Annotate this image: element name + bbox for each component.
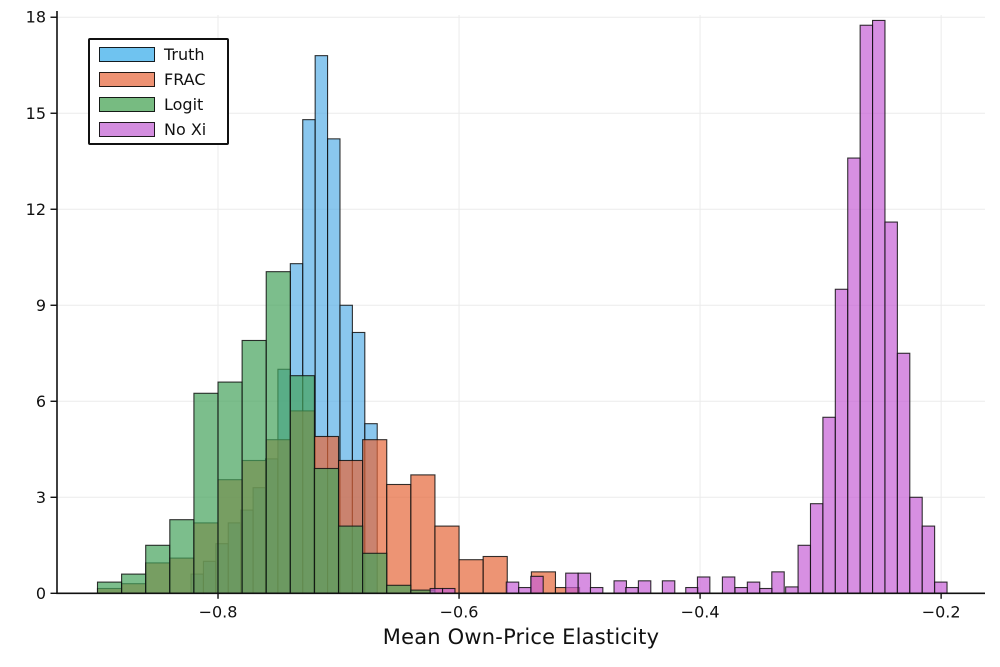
histogram-bar-logit (145, 544, 171, 594)
y-tick-label: 12 (26, 200, 46, 219)
legend-item-noxi: No Xi (99, 117, 227, 142)
histogram-bar-logit (217, 381, 243, 594)
histogram-bar-no-xi (909, 496, 923, 594)
x-tick-label: −0.8 (199, 602, 238, 621)
histogram-bar-no-xi (530, 575, 544, 594)
histogram-bar-no-xi (896, 352, 911, 594)
histogram-bar-logit (362, 552, 388, 594)
histogram-bar-no-xi (565, 572, 579, 594)
histogram-bar-no-xi (637, 580, 652, 594)
histogram-bar-frac (434, 525, 460, 594)
histogram-bar-no-xi (847, 157, 861, 594)
histogram-bar-no-xi (834, 288, 849, 594)
legend-swatch-noxi (99, 121, 155, 137)
histogram-bar-no-xi (577, 572, 592, 594)
histogram-bar-no-xi (505, 581, 520, 594)
legend: Truth FRAC Logit No Xi (88, 38, 229, 145)
y-tick-label: 0 (36, 584, 46, 603)
histogram-bar-logit (337, 525, 364, 594)
y-tick-label: 18 (26, 8, 46, 27)
histogram-bar-no-xi (884, 221, 898, 594)
histogram-bar-no-xi (613, 580, 628, 594)
histogram-bar-no-xi (625, 586, 639, 594)
histogram-bar-no-xi (734, 586, 749, 594)
legend-item-truth: Truth (99, 42, 227, 67)
histogram-bar-no-xi (771, 571, 785, 594)
x-tick-label: −0.6 (440, 602, 479, 621)
y-tick-label: 3 (36, 488, 46, 507)
histogram-bar-logit (386, 584, 412, 594)
histogram-bar-frac (410, 474, 436, 594)
histogram-bar-no-xi (921, 525, 936, 594)
histogram-bar-no-xi (785, 586, 799, 594)
legend-label-noxi: No Xi (164, 119, 207, 139)
y-tick-label: 15 (26, 104, 46, 123)
y-tick-label: 9 (36, 296, 46, 315)
histogram-bar-no-xi (685, 586, 699, 594)
histogram-bar-logit (265, 271, 291, 594)
histogram-bar-no-xi (872, 19, 886, 594)
x-axis-label: Mean Own-Price Elasticity (382, 625, 660, 649)
histogram-bar-no-xi (661, 580, 676, 594)
histogram-bar-logit (241, 339, 267, 594)
legend-item-frac: FRAC (99, 67, 227, 92)
histogram-bar-no-xi (696, 576, 711, 594)
histogram-bar-logit (289, 375, 315, 594)
histogram-bar-no-xi (934, 581, 948, 594)
legend-label-frac: FRAC (164, 69, 206, 89)
histogram-bar-logit (313, 467, 340, 594)
legend-label-logit: Logit (164, 94, 204, 114)
histogram-bar-logit (193, 392, 219, 594)
x-tick-label: −0.2 (922, 602, 961, 621)
histogram-bar-logit (121, 573, 147, 594)
legend-swatch-truth (99, 46, 155, 62)
legend-swatch-frac (99, 71, 155, 87)
histogram-bar-frac (482, 555, 508, 594)
histogram-bar-no-xi (822, 416, 836, 594)
legend-item-logit: Logit (99, 92, 227, 117)
y-tick-label: 6 (36, 392, 46, 411)
legend-label-truth: Truth (164, 44, 205, 64)
x-tick-label: −0.4 (681, 602, 720, 621)
histogram-bar-no-xi (721, 576, 736, 594)
histogram-bar-no-xi (859, 24, 874, 594)
histogram-bar-no-xi (589, 586, 604, 594)
histogram-bar-no-xi (746, 581, 761, 594)
histogram-bar-frac (458, 559, 484, 594)
histogram-bar-logit (96, 581, 123, 594)
histogram-bar-no-xi (809, 503, 824, 594)
legend-swatch-logit (99, 96, 155, 112)
histogram-bar-frac (386, 483, 412, 594)
histogram-bar-no-xi (518, 586, 532, 594)
histogram-bar-no-xi (797, 544, 812, 594)
histogram-bar-logit (169, 519, 195, 594)
